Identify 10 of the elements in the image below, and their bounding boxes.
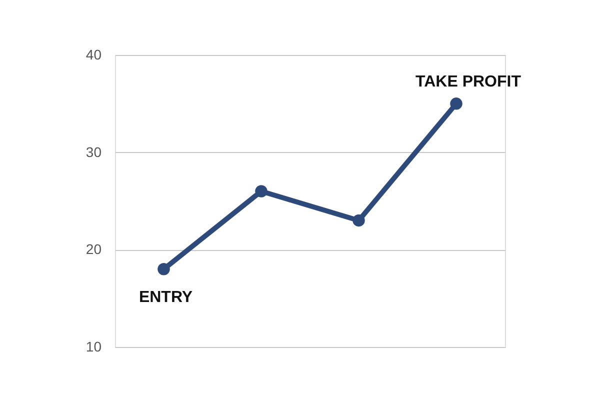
annotation: TAKE PROFIT <box>416 74 522 91</box>
y-tick-label: 30 <box>86 144 102 160</box>
point <box>352 214 365 227</box>
point <box>450 98 462 110</box>
y-tick-label: 10 <box>86 338 102 354</box>
y-tick-label: 20 <box>86 241 102 258</box>
annotation: ENTRY <box>138 289 193 306</box>
point <box>158 263 170 276</box>
y-tick-label: 40 <box>86 46 102 62</box>
point <box>255 185 268 198</box>
